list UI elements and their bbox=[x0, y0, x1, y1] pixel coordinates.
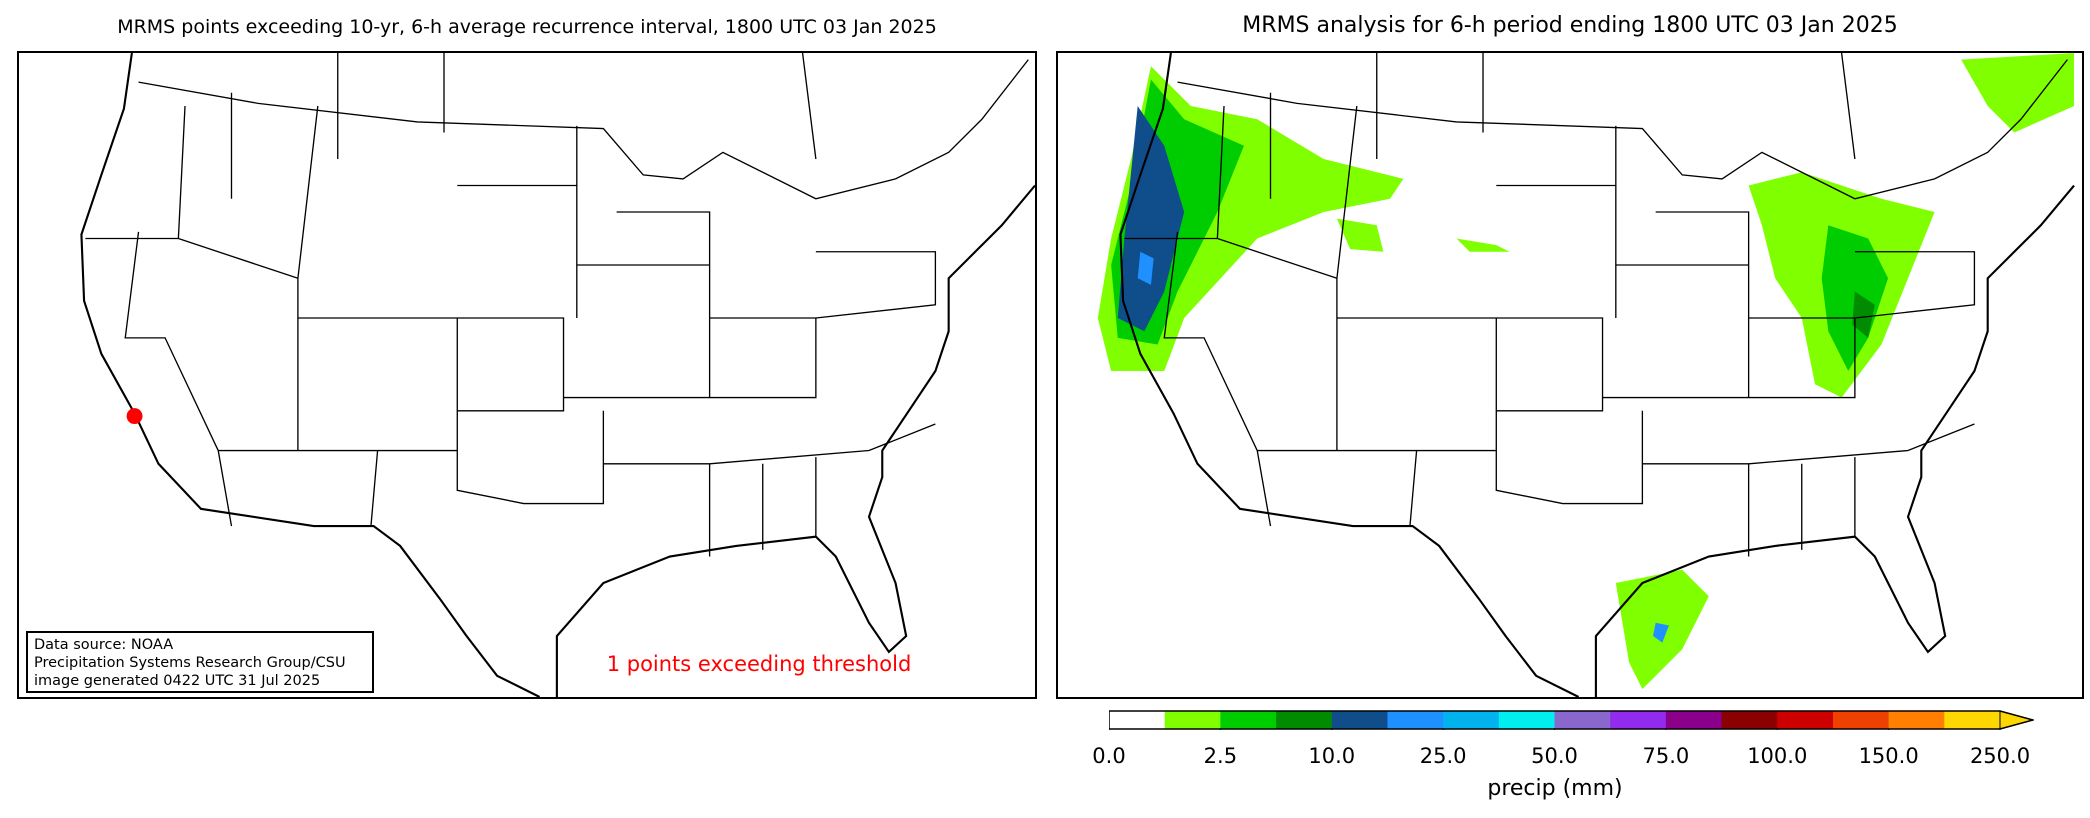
info-line: image generated 0422 UTC 31 Jul 2025 bbox=[34, 673, 321, 689]
colorbar-tick-label: 2.5 bbox=[1203, 744, 1238, 768]
colorbar-label: precip (mm) bbox=[1487, 776, 1623, 801]
data-source-box: Data source: NOAA Precipitation Systems … bbox=[26, 631, 374, 693]
colorbar-segment bbox=[1498, 711, 1555, 729]
colorbar-segment bbox=[1665, 711, 1723, 729]
colorbar-tick-label: 10.0 bbox=[1308, 744, 1356, 768]
precip-colorbar bbox=[1109, 710, 2034, 730]
info-line: Data source: NOAA bbox=[34, 637, 174, 653]
precip-analysis-map bbox=[1056, 51, 2084, 699]
colorbar-tick-label: 0.0 bbox=[1092, 744, 1126, 768]
right-map-title: MRMS analysis for 6-h period ending 1800… bbox=[1242, 13, 1898, 38]
colorbar-segment bbox=[1610, 711, 1667, 729]
colorbar-segment bbox=[1276, 711, 1333, 729]
colorbar-segment bbox=[1331, 711, 1388, 729]
colorbar-tick-label: 150.0 bbox=[1858, 744, 1919, 768]
colorbar-tick-label: 25.0 bbox=[1419, 744, 1467, 768]
colorbar-tick-label: 75.0 bbox=[1642, 744, 1690, 768]
colorbar-segment bbox=[1164, 711, 1221, 729]
colorbar-segment bbox=[1721, 711, 1778, 729]
colorbar-tick-label: 50.0 bbox=[1531, 744, 1578, 768]
points-exceeding-text: 1 points exceeding threshold bbox=[606, 652, 912, 676]
colorbar-segment bbox=[1387, 711, 1444, 729]
colorbar-segment bbox=[1888, 711, 1945, 729]
colorbar-segment bbox=[1944, 711, 2001, 729]
colorbar-outline bbox=[1109, 710, 2034, 730]
colorbar-segment bbox=[1443, 711, 1500, 729]
precip-field bbox=[1097, 53, 2075, 690]
colorbar-segment bbox=[1109, 711, 1166, 729]
colorbar-tick-label: 100.0 bbox=[1747, 744, 1808, 768]
left-map-title: MRMS points exceeding 10-yr, 6-h average… bbox=[117, 16, 937, 38]
colorbar-segment bbox=[1832, 711, 1890, 729]
colorbar-segment bbox=[1554, 711, 1611, 729]
info-line: Precipitation Systems Research Group/CSU bbox=[34, 655, 346, 671]
colorbar-extend-arrow bbox=[1999, 710, 2034, 730]
colorbar-segment bbox=[1777, 711, 1834, 729]
state-boundaries bbox=[80, 53, 1035, 697]
colorbar-segment bbox=[1220, 711, 1277, 729]
exceedance-map: Data source: NOAA Precipitation Systems … bbox=[17, 51, 1037, 699]
exceedance-point-marker bbox=[126, 408, 143, 425]
colorbar-tick-label: 250.0 bbox=[1969, 744, 2031, 768]
